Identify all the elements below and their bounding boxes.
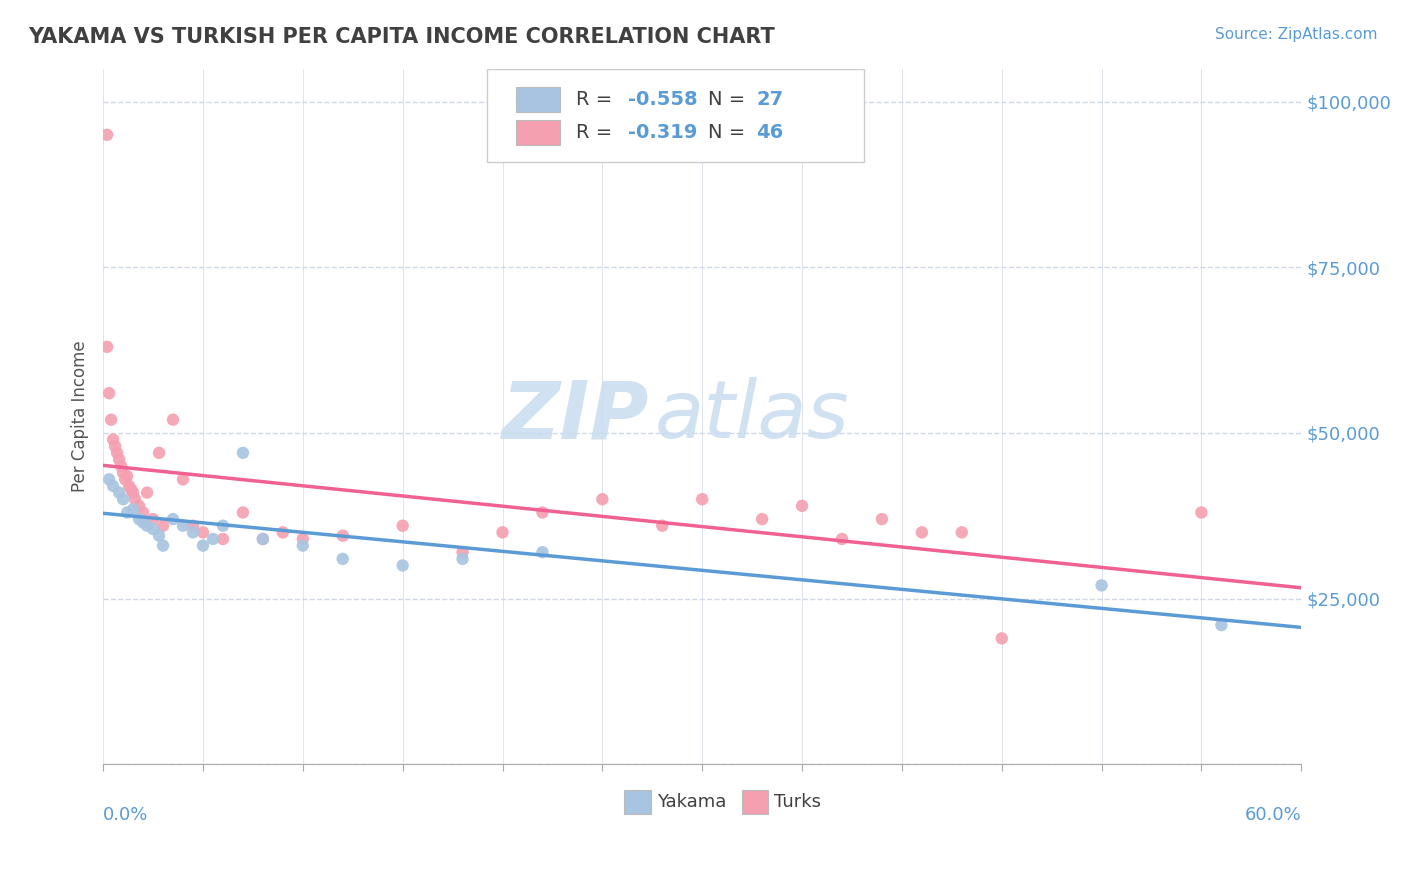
Point: [831, 532, 853, 546]
Text: 0.0%: 0.0%: [103, 806, 149, 824]
Point: [101, 433, 124, 447]
FancyBboxPatch shape: [516, 120, 560, 145]
Point: [271, 525, 294, 540]
Text: Yakama: Yakama: [657, 793, 725, 811]
Y-axis label: Per Capita Income: Per Capita Income: [72, 341, 89, 492]
Point: [451, 545, 474, 559]
Point: [122, 485, 145, 500]
Point: [950, 525, 973, 540]
Text: -0.319: -0.319: [628, 123, 697, 142]
FancyBboxPatch shape: [486, 69, 863, 162]
Point: [148, 446, 170, 460]
Text: 27: 27: [756, 89, 783, 109]
Point: [391, 518, 413, 533]
Text: atlas: atlas: [654, 377, 849, 456]
Point: [132, 516, 155, 530]
Point: [172, 472, 194, 486]
Point: [128, 512, 150, 526]
Point: [112, 492, 135, 507]
Point: [790, 499, 813, 513]
Point: [115, 506, 138, 520]
Text: N =: N =: [709, 123, 752, 142]
Point: [105, 446, 128, 460]
Point: [531, 506, 554, 520]
Text: 60.0%: 60.0%: [1244, 806, 1302, 824]
Point: [142, 522, 165, 536]
Point: [172, 518, 194, 533]
Point: [990, 632, 1012, 646]
Point: [142, 512, 165, 526]
Point: [108, 452, 131, 467]
Point: [232, 446, 254, 460]
Point: [110, 459, 132, 474]
Point: [911, 525, 934, 540]
Text: ZIP: ZIP: [501, 377, 648, 456]
Point: [591, 492, 613, 507]
Point: [690, 492, 713, 507]
Point: [101, 479, 124, 493]
Point: [98, 386, 121, 401]
Point: [291, 532, 314, 546]
Point: [451, 552, 474, 566]
Point: [332, 529, 354, 543]
Point: [122, 502, 145, 516]
Point: [1090, 578, 1112, 592]
Point: [162, 512, 184, 526]
Point: [201, 532, 224, 546]
Point: [191, 539, 214, 553]
Point: [212, 518, 235, 533]
Point: [152, 518, 174, 533]
Point: [252, 532, 274, 546]
Point: [128, 499, 150, 513]
Point: [181, 525, 204, 540]
Point: [651, 518, 673, 533]
Text: N =: N =: [709, 89, 752, 109]
FancyBboxPatch shape: [742, 790, 768, 814]
Point: [114, 472, 136, 486]
Point: [136, 485, 159, 500]
Point: [148, 529, 170, 543]
Text: 46: 46: [756, 123, 783, 142]
Point: [291, 539, 314, 553]
Text: R =: R =: [576, 123, 619, 142]
Point: [124, 492, 146, 507]
Point: [152, 539, 174, 553]
Text: Source: ZipAtlas.com: Source: ZipAtlas.com: [1215, 27, 1378, 42]
Point: [108, 485, 131, 500]
Point: [491, 525, 513, 540]
Point: [100, 413, 122, 427]
Point: [162, 413, 184, 427]
Point: [96, 128, 118, 142]
FancyBboxPatch shape: [624, 790, 651, 814]
Text: -0.558: -0.558: [628, 89, 697, 109]
Point: [112, 466, 135, 480]
Point: [120, 483, 142, 497]
Point: [181, 518, 204, 533]
Point: [531, 545, 554, 559]
Point: [96, 340, 118, 354]
Text: Turks: Turks: [775, 793, 821, 811]
Point: [232, 506, 254, 520]
Point: [98, 472, 121, 486]
Point: [212, 532, 235, 546]
Point: [1189, 506, 1212, 520]
Point: [391, 558, 413, 573]
FancyBboxPatch shape: [516, 87, 560, 112]
Point: [870, 512, 893, 526]
Point: [132, 506, 155, 520]
Text: YAKAMA VS TURKISH PER CAPITA INCOME CORRELATION CHART: YAKAMA VS TURKISH PER CAPITA INCOME CORR…: [28, 27, 775, 46]
Point: [118, 479, 141, 493]
Point: [751, 512, 773, 526]
Point: [332, 552, 354, 566]
Point: [1211, 618, 1233, 632]
Text: R =: R =: [576, 89, 619, 109]
Point: [136, 518, 159, 533]
Point: [115, 469, 138, 483]
Point: [252, 532, 274, 546]
Point: [104, 439, 127, 453]
Point: [191, 525, 214, 540]
